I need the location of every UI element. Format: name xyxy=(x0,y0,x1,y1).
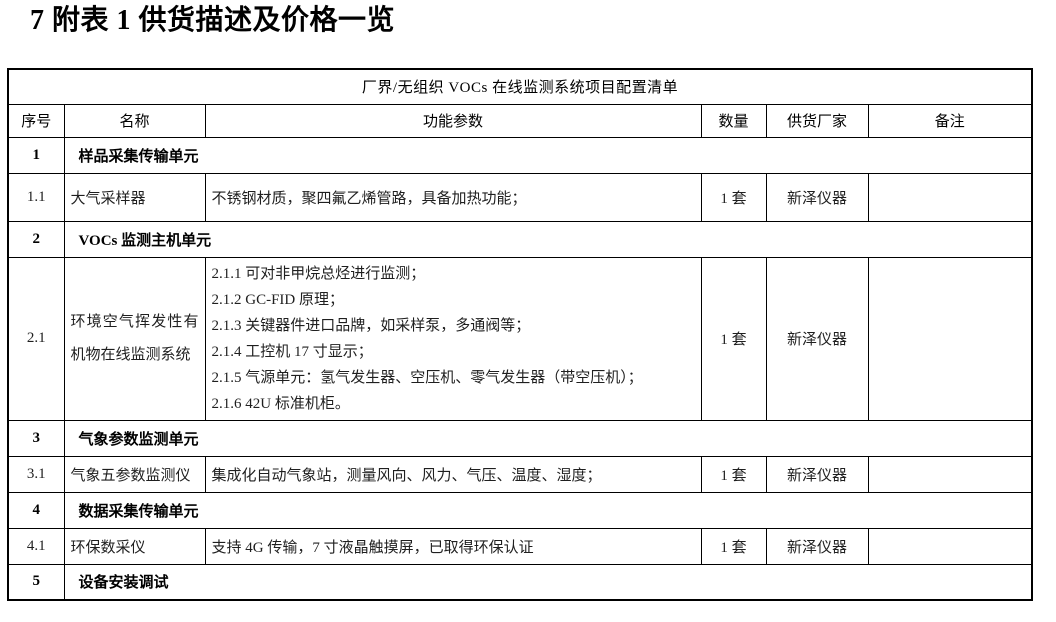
section-row: 1 样品采集传输单元 xyxy=(7,136,1033,174)
section-title-cell: 气象参数监测单元 xyxy=(63,419,1033,457)
table-row: 2.1 环境空气挥发性有机物在线监测系统 2.1.1 可对非甲烷总烃进行监测； … xyxy=(7,256,1033,421)
param-line: 2.1.3 关键器件进口品牌，如采样泵，多通阀等； xyxy=(211,317,531,334)
param-line: 2.1.2 GC-FID 原理； xyxy=(211,291,345,308)
table-title-row: 厂界/无组织 VOCs 在线监测系统项目配置清单 xyxy=(7,68,1033,105)
column-header-qty: 数量 xyxy=(700,103,767,138)
cell-params: 支持 4G 传输，7 寸液晶触摸屏，已取得环保认证 xyxy=(204,527,702,565)
cell-qty: 1 套 xyxy=(700,256,767,421)
section-title-cell: 数据采集传输单元 xyxy=(63,491,1033,529)
cell-qty: 1 套 xyxy=(700,172,767,222)
cell-remark xyxy=(867,527,1033,565)
cell-qty: 1 套 xyxy=(700,455,767,493)
configuration-table: 厂界/无组织 VOCs 在线监测系统项目配置清单 序号 名称 功能参数 数量 供… xyxy=(7,68,1033,601)
section-title-cell: 设备安装调试 xyxy=(63,563,1033,601)
section-number: 3 xyxy=(7,419,65,457)
section-row: 2 VOCs 监测主机单元 xyxy=(7,220,1033,258)
section-number: 5 xyxy=(7,563,65,601)
cell-supplier: 新泽仪器 xyxy=(765,455,869,493)
param-line: 2.1.6 42U 标准机柜。 xyxy=(211,395,350,412)
column-header-no: 序号 xyxy=(7,103,65,138)
cell-remark xyxy=(867,455,1033,493)
section-number: 4 xyxy=(7,491,65,529)
column-header-remark: 备注 xyxy=(867,103,1033,138)
cell-remark xyxy=(867,172,1033,222)
cell-supplier: 新泽仪器 xyxy=(765,256,869,421)
cell-qty: 1 套 xyxy=(700,527,767,565)
cell-name: 环保数采仪 xyxy=(63,527,206,565)
cell-params: 不锈钢材质，聚四氟乙烯管路，具备加热功能； xyxy=(204,172,702,222)
section-title-cell: 样品采集传输单元 xyxy=(63,136,1033,174)
section-row: 4 数据采集传输单元 xyxy=(7,491,1033,529)
column-header-supplier: 供货厂家 xyxy=(765,103,869,138)
cell-params: 2.1.1 可对非甲烷总烃进行监测； 2.1.2 GC-FID 原理； 2.1.… xyxy=(204,256,702,421)
section-row: 3 气象参数监测单元 xyxy=(7,419,1033,457)
section-title-cell: VOCs 监测主机单元 xyxy=(63,220,1033,258)
section-row: 5 设备安装调试 xyxy=(7,563,1033,601)
table-title: 厂界/无组织 VOCs 在线监测系统项目配置清单 xyxy=(7,68,1033,105)
cell-name: 环境空气挥发性有机物在线监测系统 xyxy=(63,256,206,421)
param-line: 2.1.4 工控机 17 寸显示； xyxy=(211,343,373,360)
cell-params: 集成化自动气象站，测量风向、风力、气压、温度、湿度； xyxy=(204,455,702,493)
table-header-row: 序号 名称 功能参数 数量 供货厂家 备注 xyxy=(7,103,1033,138)
cell-no: 1.1 xyxy=(7,172,65,222)
table-row: 1.1 大气采样器 不锈钢材质，聚四氟乙烯管路，具备加热功能； 1 套 新泽仪器 xyxy=(7,172,1033,222)
cell-supplier: 新泽仪器 xyxy=(765,172,869,222)
cell-name: 气象五参数监测仪 xyxy=(63,455,206,493)
cell-name: 大气采样器 xyxy=(63,172,206,222)
section-number: 2 xyxy=(7,220,65,258)
table-row: 4.1 环保数采仪 支持 4G 传输，7 寸液晶触摸屏，已取得环保认证 1 套 … xyxy=(7,527,1033,565)
section-number: 1 xyxy=(7,136,65,174)
cell-no: 3.1 xyxy=(7,455,65,493)
cell-no: 2.1 xyxy=(7,256,65,421)
table-row: 3.1 气象五参数监测仪 集成化自动气象站，测量风向、风力、气压、温度、湿度； … xyxy=(7,455,1033,493)
cell-remark xyxy=(867,256,1033,421)
cell-no: 4.1 xyxy=(7,527,65,565)
column-header-name: 名称 xyxy=(63,103,206,138)
param-line: 2.1.5 气源单元：氢气发生器、空压机、零气发生器（带空压机）； xyxy=(211,369,643,386)
page-title: 7 附表 1 供货描述及价格一览 xyxy=(30,5,396,36)
column-header-params: 功能参数 xyxy=(204,103,702,138)
cell-supplier: 新泽仪器 xyxy=(765,527,869,565)
param-line: 2.1.1 可对非甲烷总烃进行监测； xyxy=(211,265,426,282)
